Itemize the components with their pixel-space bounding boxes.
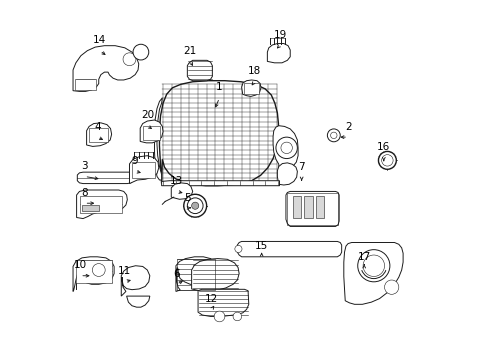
- Circle shape: [191, 202, 198, 209]
- Circle shape: [363, 255, 384, 276]
- Polygon shape: [121, 266, 149, 296]
- Polygon shape: [343, 243, 402, 304]
- Text: 6: 6: [173, 269, 180, 279]
- Polygon shape: [162, 181, 279, 186]
- Circle shape: [281, 142, 292, 154]
- Polygon shape: [77, 190, 127, 219]
- Polygon shape: [241, 80, 261, 96]
- Text: 8: 8: [81, 188, 88, 198]
- Circle shape: [357, 249, 389, 282]
- Circle shape: [233, 312, 241, 321]
- Circle shape: [187, 198, 203, 213]
- Circle shape: [234, 246, 242, 252]
- Polygon shape: [198, 289, 248, 316]
- Circle shape: [384, 280, 398, 294]
- Circle shape: [381, 155, 392, 166]
- Polygon shape: [191, 258, 239, 291]
- Polygon shape: [176, 257, 216, 292]
- Bar: [287, 193, 337, 225]
- Text: 5: 5: [183, 193, 190, 203]
- Polygon shape: [154, 98, 162, 180]
- Text: 16: 16: [376, 143, 389, 153]
- Polygon shape: [277, 163, 297, 185]
- Bar: [315, 196, 324, 218]
- Polygon shape: [86, 123, 111, 147]
- Polygon shape: [272, 126, 298, 170]
- Bar: [142, 126, 160, 140]
- Polygon shape: [267, 44, 290, 63]
- Polygon shape: [126, 296, 149, 307]
- Polygon shape: [140, 120, 163, 143]
- Text: 7: 7: [298, 162, 305, 172]
- Bar: [304, 196, 312, 218]
- Text: 18: 18: [247, 66, 261, 76]
- Circle shape: [214, 311, 224, 322]
- Text: 2: 2: [344, 122, 351, 132]
- Polygon shape: [285, 192, 339, 226]
- Text: 12: 12: [204, 294, 218, 304]
- Polygon shape: [129, 156, 159, 184]
- Text: 17: 17: [357, 252, 370, 262]
- Bar: [177, 258, 215, 290]
- Polygon shape: [73, 46, 139, 91]
- Bar: [75, 78, 95, 90]
- Bar: [82, 205, 99, 211]
- Circle shape: [183, 194, 206, 217]
- Bar: [292, 196, 301, 218]
- Text: 4: 4: [94, 122, 101, 132]
- Text: 3: 3: [81, 161, 88, 171]
- Circle shape: [330, 132, 336, 139]
- Circle shape: [275, 137, 297, 158]
- Circle shape: [123, 53, 136, 66]
- Text: 21: 21: [183, 46, 197, 56]
- Bar: [76, 260, 112, 283]
- Text: 19: 19: [273, 30, 286, 40]
- Text: 14: 14: [93, 35, 106, 45]
- Polygon shape: [171, 183, 192, 199]
- Circle shape: [378, 152, 395, 169]
- Polygon shape: [73, 257, 114, 292]
- Polygon shape: [159, 81, 278, 186]
- Text: 15: 15: [255, 242, 268, 251]
- Circle shape: [92, 264, 105, 276]
- Text: 10: 10: [74, 260, 86, 270]
- Polygon shape: [77, 172, 133, 184]
- Text: 9: 9: [131, 156, 138, 166]
- Polygon shape: [237, 242, 341, 257]
- Text: 20: 20: [141, 111, 154, 120]
- Circle shape: [326, 129, 340, 142]
- Text: 13: 13: [170, 176, 183, 186]
- Bar: [89, 128, 107, 143]
- Bar: [80, 196, 122, 213]
- Text: 1: 1: [216, 82, 223, 93]
- Text: 11: 11: [118, 266, 131, 276]
- Bar: [244, 83, 258, 94]
- Circle shape: [133, 44, 148, 60]
- Polygon shape: [187, 60, 212, 81]
- Bar: [132, 162, 155, 178]
